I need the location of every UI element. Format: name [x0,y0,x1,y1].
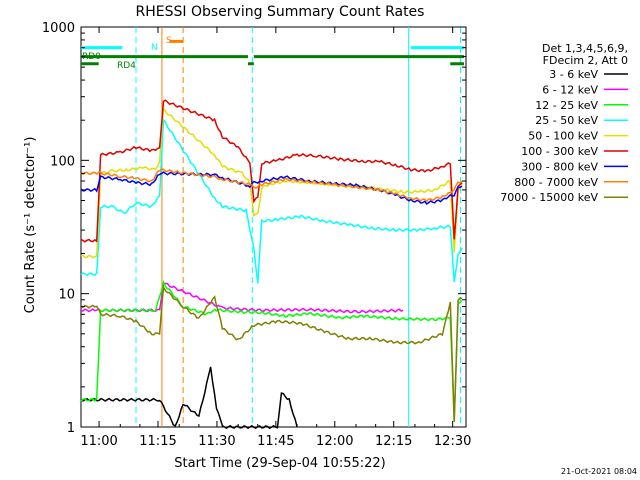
legend-label: 300 - 800 keV [521,160,598,173]
series-line-100to300keV [80,99,463,243]
series-line-6to12keV [80,282,404,314]
series-line-12to25keV [80,279,463,421]
series-line-25to50keV [80,118,463,284]
legend-label: 25 - 50 keV [535,114,598,127]
chart-title: RHESSI Observing Summary Count Rates [136,4,425,20]
y-tick-label: 10 [58,288,75,303]
x-tick-label: 12:00 [316,434,353,449]
series-line-50to100keV [80,106,463,259]
vertical-markers [135,27,461,427]
axes: 11:00 11:15 11:30 11:45 12:00 12:15 12:30 1 10 10… [42,21,471,449]
annotation-n: N [151,43,158,53]
x-tick-label: 12:15 [375,434,412,449]
y-tick-label: 100 [50,154,75,169]
legend-label: 100 - 300 keV [521,145,598,158]
x-tick-label: 12:30 [434,434,471,449]
legend: Det 1,3,4,5,6,9,FDecim 2, Att 03 - 6 keV… [500,42,628,204]
series-layer [80,99,463,430]
legend-label: 3 - 6 keV [549,68,598,81]
timestamp: 21-Oct-2021 08:04 [561,467,637,476]
plot-area [80,26,467,428]
annotation-s: S [166,36,172,46]
annotation-rd4: RD4 [117,61,136,71]
series-line-300to800keV [80,171,463,206]
legend-header-line: Det 1,3,4,5,6,9, [542,42,628,55]
x-tick-label: 11:15 [139,434,176,449]
legend-label: 7000 - 15000 keV [500,191,598,204]
y-axis-label: Count Rate (s⁻¹ detector⁻¹) [23,137,38,314]
y-tick-label: 1000 [42,21,75,36]
status-bars: RD0 RD4 NS [81,36,465,71]
legend-label: 800 - 7000 keV [514,176,598,189]
series-line-800to7000keV [80,168,463,203]
annotation-rd0: RD0 [82,52,101,62]
legend-header-line: FDecim 2, Att 0 [543,54,628,67]
legend-label: 12 - 25 keV [535,99,598,112]
x-tick-label: 11:30 [198,434,235,449]
series-line-3to6keV [80,366,298,430]
x-axis-label: Start Time (29-Sep-04 10:55:22) [174,456,385,471]
x-tick-label: 11:00 [80,434,117,449]
series-line-7000to15000keV [80,284,463,422]
plot-frame [80,26,467,428]
legend-label: 50 - 100 keV [528,130,598,143]
y-tick-label: 1 [67,421,75,436]
legend-label: 6 - 12 keV [542,83,598,96]
x-tick-label: 11:45 [257,434,294,449]
